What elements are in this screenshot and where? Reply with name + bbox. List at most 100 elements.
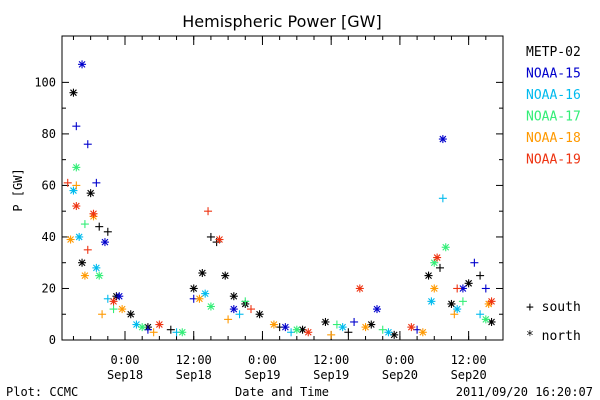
data-point-north (355, 284, 364, 293)
data-point-south (95, 222, 104, 231)
data-point-north (69, 88, 78, 97)
legend-entry: NOAA-19 (526, 153, 581, 168)
data-point-south (103, 227, 112, 236)
x-tick-label-time: 0:00 (248, 353, 277, 367)
data-point-north (438, 135, 447, 144)
x-tick-label-date: Sep20 (451, 368, 487, 382)
data-point-south (166, 325, 175, 334)
data-point-north (78, 60, 87, 69)
data-point-north (407, 323, 416, 332)
data-point-south (453, 284, 462, 293)
plot-credit: Plot: CCMC (6, 385, 78, 399)
data-point-north (215, 235, 224, 244)
x-tick-label-time: 12:00 (451, 353, 487, 367)
data-point-north (430, 284, 439, 293)
legend-entry: METP-02 (526, 45, 581, 60)
data-point-south (450, 310, 459, 319)
data-point-south (436, 263, 444, 272)
data-point-north (109, 297, 118, 306)
x-axis: 0:00Sep1812:00Sep180:00Sep1912:00Sep190:… (72, 36, 504, 382)
data-point-north (66, 235, 75, 244)
data-point-north (69, 186, 78, 195)
data-point-north (89, 209, 98, 218)
data-point-north (78, 258, 87, 267)
data-point-north (155, 320, 164, 329)
data-point-north (86, 189, 95, 198)
data-point-north (189, 284, 198, 293)
data-point-south (332, 320, 341, 329)
data-point-north (321, 317, 330, 326)
data-point-south (235, 310, 244, 319)
x-tick-label-time: 0:00 (111, 353, 140, 367)
legend-entry: NOAA-15 (526, 67, 581, 82)
data-point-north (418, 328, 427, 337)
x-tick-label-date: Sep20 (382, 368, 418, 382)
data-point-north (481, 315, 490, 324)
data-point-north (304, 328, 313, 337)
data-point-north (255, 310, 264, 319)
data-point-north (118, 305, 127, 314)
data-point-north (95, 271, 104, 280)
x-tick-label-time: 12:00 (313, 353, 349, 367)
data-point-south (224, 315, 233, 324)
data-point-north (269, 320, 278, 329)
data-point-south (204, 207, 213, 216)
marker-legend: + south * north (526, 300, 581, 344)
data-point-south (72, 122, 81, 131)
data-points (63, 60, 496, 339)
y-axis-label: P [GW] (11, 168, 25, 211)
data-point-south (481, 284, 490, 293)
y-tick-label: 20 (42, 281, 56, 295)
data-point-north (338, 323, 347, 332)
data-point-north (75, 232, 84, 241)
x-tick-label-date: Sep18 (107, 368, 143, 382)
data-point-south (63, 178, 72, 187)
data-point-north (464, 279, 473, 288)
data-point-north (441, 243, 450, 252)
data-point-north (384, 328, 393, 337)
data-point-south (344, 328, 353, 337)
data-point-north (281, 323, 290, 332)
data-point-north (487, 317, 496, 326)
y-tick-label: 40 (42, 230, 56, 244)
data-point-north (115, 292, 124, 301)
data-point-north (373, 305, 381, 314)
data-point-north (206, 302, 215, 311)
legend-entry: NOAA-17 (526, 110, 581, 125)
data-point-north (80, 271, 89, 280)
chart-title: Hemispheric Power [GW] (182, 12, 381, 31)
data-point-north (195, 294, 204, 303)
data-point-south (80, 220, 89, 229)
y-axis: 0 20 40 60 80 100 (34, 75, 503, 347)
data-point-south (378, 325, 387, 334)
data-point-south (476, 310, 485, 319)
data-point-north (361, 323, 370, 332)
data-point-south (98, 310, 107, 319)
data-point-south (327, 330, 336, 339)
data-point-south (149, 328, 158, 337)
x-axis-label: Date and Time (235, 385, 329, 399)
data-point-south (458, 297, 467, 306)
data-point-north (72, 163, 81, 172)
data-point-north (292, 325, 301, 334)
plot-frame (61, 35, 504, 341)
data-point-north (201, 289, 210, 298)
x-tick-label-date: Sep19 (244, 368, 280, 382)
data-point-north (178, 328, 187, 337)
x-tick-label-time: 12:00 (176, 353, 212, 367)
data-point-south (92, 178, 101, 187)
data-point-south (83, 245, 92, 254)
data-point-south (241, 297, 250, 306)
y-tick-label: 100 (34, 75, 56, 89)
data-point-south (438, 194, 447, 203)
y-tick-label: 60 (42, 178, 56, 192)
data-point-north (72, 202, 81, 211)
data-point-north (424, 271, 433, 280)
data-point-north (487, 297, 496, 306)
data-point-north (229, 305, 238, 314)
data-point-north (221, 271, 230, 280)
x-tick-label-time: 0:00 (385, 353, 414, 367)
data-point-south (476, 271, 485, 280)
y-tick-label: 0 (49, 333, 56, 347)
series-legend: METP-02 NOAA-15 NOAA-16 NOAA-17 NOAA-18 NOAA-… (526, 45, 581, 168)
